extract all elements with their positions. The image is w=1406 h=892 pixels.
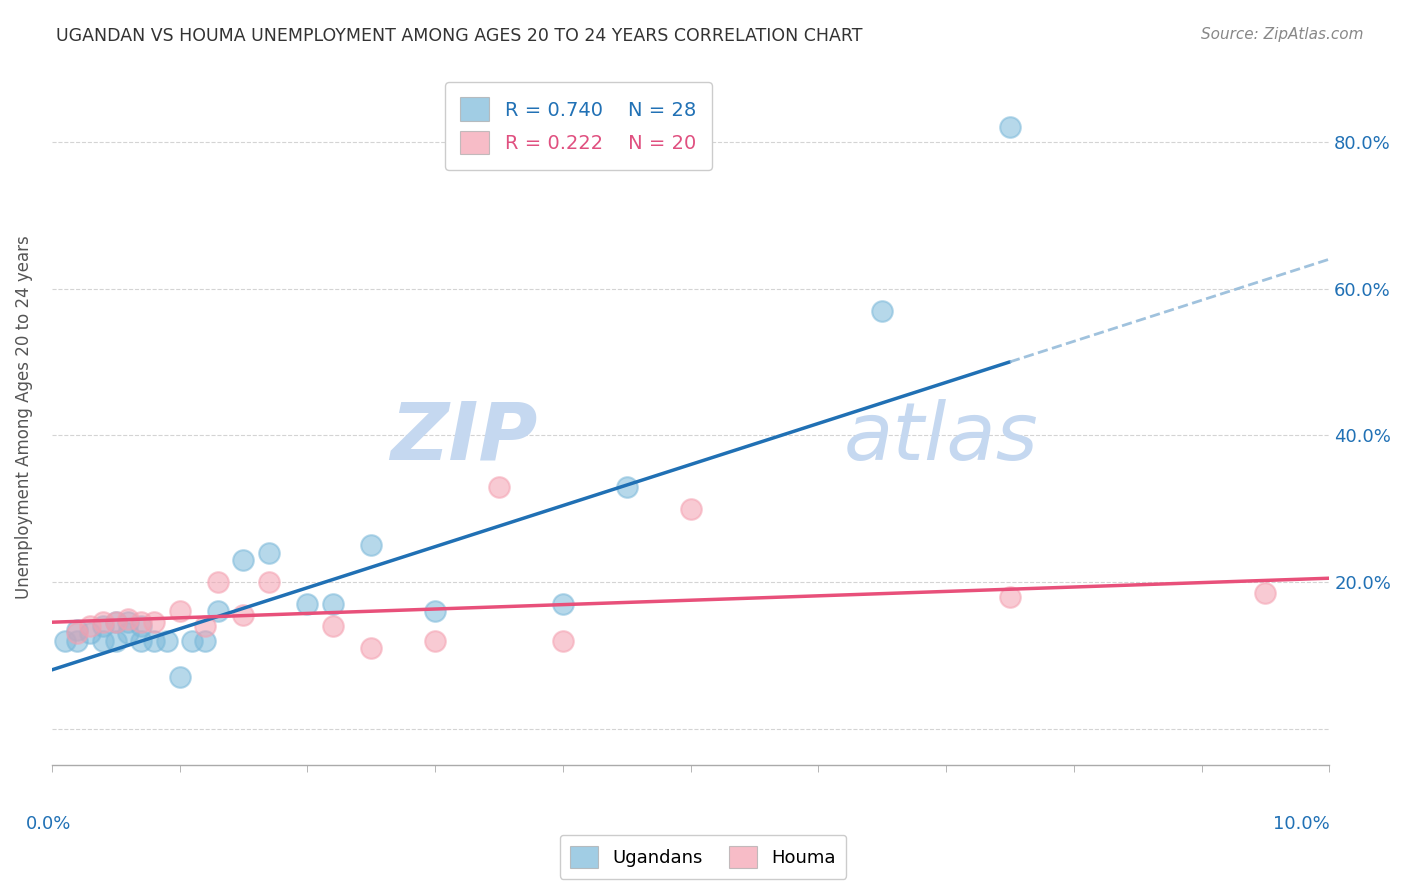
Point	[104, 615, 127, 630]
Point	[616, 479, 638, 493]
Text: 10.0%: 10.0%	[1272, 815, 1329, 833]
Point	[169, 604, 191, 618]
Point	[194, 619, 217, 633]
Point	[117, 615, 139, 630]
Point	[142, 633, 165, 648]
Point	[91, 619, 114, 633]
Point	[66, 626, 89, 640]
Point	[232, 553, 254, 567]
Point	[1254, 586, 1277, 600]
Point	[360, 640, 382, 655]
Legend: R = 0.740    N = 28, R = 0.222    N = 20: R = 0.740 N = 28, R = 0.222 N = 20	[444, 82, 711, 170]
Point	[117, 611, 139, 625]
Point	[66, 633, 89, 648]
Point	[142, 615, 165, 630]
Text: UGANDAN VS HOUMA UNEMPLOYMENT AMONG AGES 20 TO 24 YEARS CORRELATION CHART: UGANDAN VS HOUMA UNEMPLOYMENT AMONG AGES…	[56, 27, 863, 45]
Point	[129, 615, 152, 630]
Point	[257, 545, 280, 559]
Point	[169, 670, 191, 684]
Point	[156, 633, 179, 648]
Point	[129, 633, 152, 648]
Text: Source: ZipAtlas.com: Source: ZipAtlas.com	[1201, 27, 1364, 42]
Point	[207, 574, 229, 589]
Point	[322, 619, 344, 633]
Legend: Ugandans, Houma: Ugandans, Houma	[560, 835, 846, 879]
Point	[360, 538, 382, 552]
Point	[551, 633, 574, 648]
Point	[322, 597, 344, 611]
Y-axis label: Unemployment Among Ages 20 to 24 years: Unemployment Among Ages 20 to 24 years	[15, 235, 32, 599]
Point	[91, 615, 114, 630]
Point	[53, 633, 76, 648]
Point	[998, 590, 1021, 604]
Point	[129, 619, 152, 633]
Point	[488, 479, 510, 493]
Point	[104, 633, 127, 648]
Point	[551, 597, 574, 611]
Text: atlas: atlas	[844, 399, 1039, 477]
Point	[91, 633, 114, 648]
Text: 0.0%: 0.0%	[27, 815, 72, 833]
Point	[79, 619, 101, 633]
Text: ZIP: ZIP	[389, 399, 537, 477]
Point	[423, 633, 446, 648]
Point	[79, 626, 101, 640]
Point	[257, 574, 280, 589]
Point	[66, 623, 89, 637]
Point	[194, 633, 217, 648]
Point	[679, 501, 702, 516]
Point	[297, 597, 319, 611]
Point	[104, 615, 127, 630]
Point	[870, 303, 893, 318]
Point	[998, 120, 1021, 135]
Point	[423, 604, 446, 618]
Point	[117, 626, 139, 640]
Point	[232, 607, 254, 622]
Point	[207, 604, 229, 618]
Point	[181, 633, 204, 648]
